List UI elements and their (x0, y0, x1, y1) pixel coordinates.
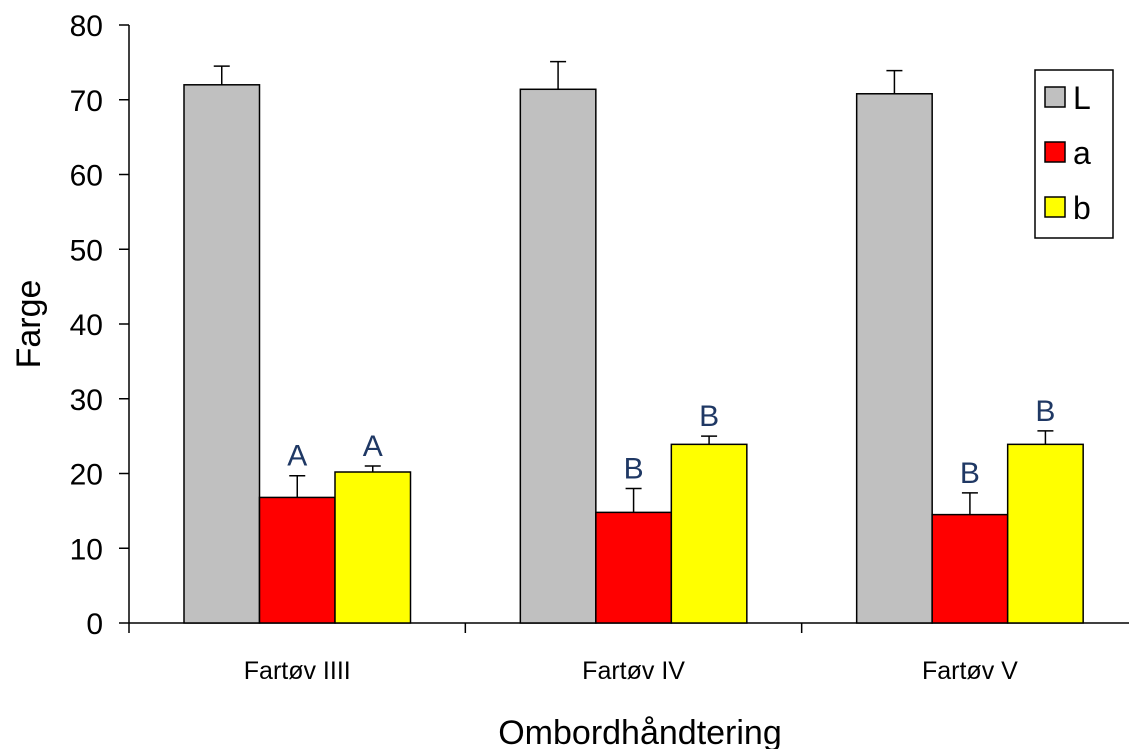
y-tick-label: 10 (70, 533, 103, 566)
bar-L-1 (519, 88, 597, 624)
y-tick-label: 50 (70, 234, 103, 267)
x-tick-label: Fartøv IV (582, 657, 685, 685)
significance-label: B (1035, 395, 1055, 428)
bar-a-0 (258, 496, 336, 624)
y-tick-label: 70 (70, 85, 103, 118)
y-tick-label: 20 (70, 459, 103, 492)
bar-b-0 (334, 471, 412, 624)
y-tick-label: 30 (70, 384, 103, 417)
significance-label: A (287, 440, 307, 473)
legend-label-b: b (1073, 190, 1091, 226)
legend: Lab (1034, 69, 1114, 239)
bar-L-0 (183, 84, 261, 624)
significance-label: A (363, 430, 383, 463)
axes: 0 10 20 30 40 50 60 70 80 Fartøv IIII Fartøv IV Far… (70, 10, 1129, 685)
significance-label: B (960, 457, 980, 490)
y-axis-title: Farge (10, 280, 48, 369)
bar-a-1 (595, 511, 673, 624)
significance-labels: A A B B B B (287, 395, 1055, 490)
error-bars (213, 60, 1054, 515)
y-tick-label: 0 (86, 608, 103, 641)
y-tick-label: 80 (70, 10, 103, 43)
y-tick-label: 60 (70, 160, 103, 193)
bar-a-2 (931, 513, 1009, 624)
bar-L-2 (855, 93, 933, 624)
x-tick-label: Fartøv IIII (244, 657, 351, 685)
x-tick-label: Fartøv V (922, 657, 1018, 685)
x-axis-title: Ombordhåndtering (498, 714, 782, 749)
y-tick-label: 40 (70, 309, 103, 342)
bar-b-1 (670, 443, 748, 624)
significance-label: B (699, 400, 719, 433)
significance-label: B (624, 452, 644, 485)
legend-label-L: L (1073, 80, 1091, 116)
bar-b-2 (1006, 443, 1084, 624)
legend-swatch-a (1044, 141, 1066, 163)
axis-labels: Farge Ombordhåndtering (10, 280, 782, 752)
bars (183, 84, 1084, 624)
legend-swatch-L (1044, 86, 1066, 108)
legend-swatch-b (1044, 196, 1066, 218)
legend-label-a: a (1073, 135, 1091, 171)
